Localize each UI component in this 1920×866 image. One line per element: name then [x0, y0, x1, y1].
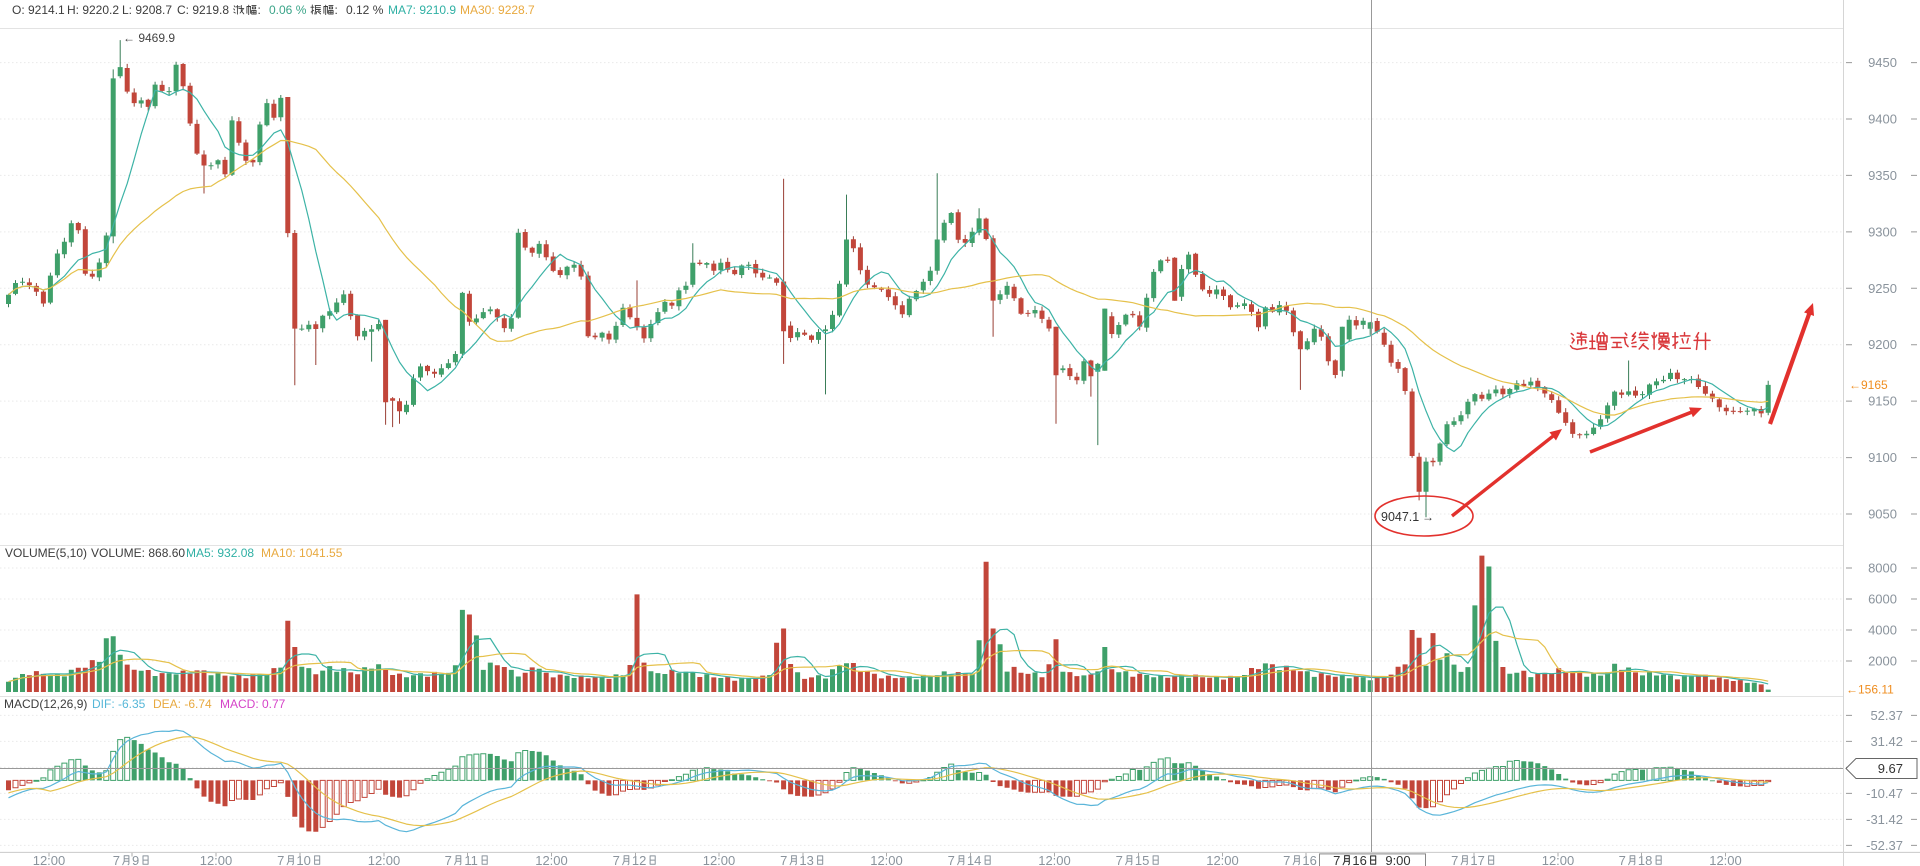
svg-text:←156.11: ←156.11: [1846, 683, 1894, 697]
svg-text:12:00: 12:00: [870, 853, 903, 866]
svg-text:7: 7: [1116, 853, 1123, 866]
svg-text:-10.47: -10.47: [1866, 786, 1903, 801]
svg-text:9: 9: [132, 853, 139, 866]
svg-text:MACD: 0.77: MACD: 0.77: [220, 697, 286, 711]
svg-text:VOLUME: 868.60: VOLUME: 868.60: [91, 546, 185, 560]
svg-text:C: 9219.8: C: 9219.8: [177, 3, 229, 17]
svg-text:9450: 9450: [1868, 55, 1897, 70]
svg-text:MA7: 9210.9: MA7: 9210.9: [388, 3, 456, 17]
svg-text:-52.37: -52.37: [1866, 838, 1903, 853]
svg-text:11: 11: [464, 853, 478, 866]
svg-text:9050: 9050: [1868, 507, 1897, 522]
svg-text:17: 17: [1470, 853, 1484, 866]
svg-text:9200: 9200: [1868, 337, 1897, 352]
svg-text:12:00: 12:00: [1709, 853, 1742, 866]
svg-text:52.37: 52.37: [1870, 708, 1903, 723]
svg-text::: :: [335, 3, 338, 17]
svg-text:7: 7: [445, 853, 452, 866]
svg-text:14: 14: [967, 853, 981, 866]
svg-text:9.67: 9.67: [1878, 761, 1903, 776]
svg-text:H: 9220.2: H: 9220.2: [67, 3, 119, 17]
svg-text:18: 18: [1638, 853, 1652, 866]
svg-text:7: 7: [948, 853, 955, 866]
svg-text:9250: 9250: [1868, 281, 1897, 296]
svg-text:15: 15: [1135, 853, 1149, 866]
svg-text:12:00: 12:00: [703, 853, 736, 866]
svg-text:9150: 9150: [1868, 394, 1897, 409]
svg-text:7: 7: [277, 853, 284, 866]
svg-text:12:00: 12:00: [535, 853, 568, 866]
svg-text:12: 12: [632, 853, 646, 866]
svg-text:9400: 9400: [1868, 112, 1897, 127]
svg-text:10: 10: [296, 853, 310, 866]
svg-text:MA5: 932.08: MA5: 932.08: [186, 546, 254, 560]
svg-text:16: 16: [1302, 853, 1316, 866]
svg-text:-31.42: -31.42: [1866, 812, 1903, 827]
svg-text:7: 7: [1283, 853, 1290, 866]
svg-text:L: 9208.7: L: 9208.7: [122, 3, 172, 17]
svg-text:4000: 4000: [1868, 623, 1897, 638]
svg-text:←9165: ←9165: [1849, 378, 1888, 392]
svg-text:2000: 2000: [1868, 654, 1897, 669]
svg-text:12:00: 12:00: [1038, 853, 1071, 866]
svg-text:→: →: [1422, 510, 1434, 524]
svg-text:9100: 9100: [1868, 450, 1897, 465]
svg-text:12:00: 12:00: [200, 853, 233, 866]
svg-text:O: 9214.1: O: 9214.1: [12, 3, 65, 17]
svg-text:MACD(12,26,9): MACD(12,26,9): [4, 697, 87, 711]
svg-text:7: 7: [113, 853, 120, 866]
svg-text:9:00: 9:00: [1385, 853, 1410, 866]
svg-text:9350: 9350: [1868, 168, 1897, 183]
svg-text:MA30: 9228.7: MA30: 9228.7: [460, 3, 535, 17]
svg-text:← 9469.9: ← 9469.9: [123, 31, 175, 45]
svg-text:31.42: 31.42: [1870, 734, 1903, 749]
svg-text:12:00: 12:00: [33, 853, 66, 866]
svg-text:0.12 %: 0.12 %: [346, 3, 384, 17]
svg-text:9300: 9300: [1868, 224, 1897, 239]
svg-text:VOLUME(5,10): VOLUME(5,10): [5, 546, 87, 560]
svg-text:16: 16: [1352, 853, 1366, 866]
svg-text:DIF: -6.35: DIF: -6.35: [92, 697, 146, 711]
svg-text:7: 7: [780, 853, 787, 866]
svg-text:9047.1: 9047.1: [1381, 510, 1419, 524]
svg-text:MA10: 1041.55: MA10: 1041.55: [261, 546, 343, 560]
svg-text:8000: 8000: [1868, 561, 1897, 576]
svg-text:6000: 6000: [1868, 592, 1897, 607]
svg-text:12:00: 12:00: [1542, 853, 1575, 866]
svg-text:7: 7: [1333, 853, 1340, 866]
svg-text:12:00: 12:00: [1206, 853, 1239, 866]
svg-text:7: 7: [1451, 853, 1458, 866]
svg-text:7: 7: [1619, 853, 1626, 866]
svg-text:0.06 %: 0.06 %: [269, 3, 307, 17]
svg-text:DEA: -6.74: DEA: -6.74: [153, 697, 212, 711]
svg-text:13: 13: [799, 853, 813, 866]
svg-text:12:00: 12:00: [368, 853, 401, 866]
svg-text::: :: [258, 3, 261, 17]
svg-text:7: 7: [613, 853, 620, 866]
